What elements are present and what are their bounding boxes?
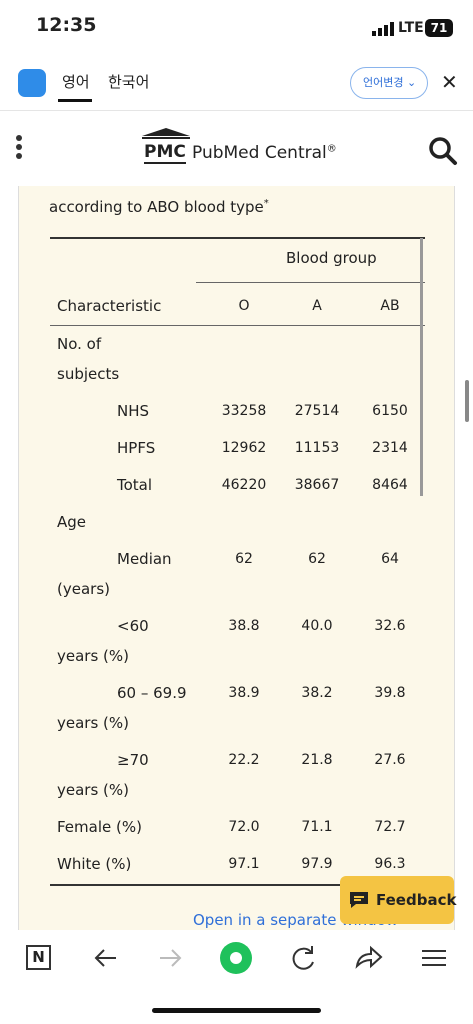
table-cell: 2314 xyxy=(372,440,408,456)
table-cell: 12962 xyxy=(221,440,267,456)
nav-icons xyxy=(94,942,446,974)
table-cell: 62 xyxy=(235,551,253,567)
rule xyxy=(50,237,425,239)
feedback-icon xyxy=(350,892,368,908)
rule xyxy=(196,282,425,283)
row-label-continued: (years) xyxy=(57,580,110,598)
group-header: Blood group xyxy=(286,249,377,267)
row-label-continued: years (%) xyxy=(57,714,130,732)
column-header: A xyxy=(312,298,322,314)
status-time: 12:35 xyxy=(36,14,97,36)
brand: PubMed Central® xyxy=(192,143,337,163)
table-cell: 96.3 xyxy=(374,856,406,872)
pmc-logo: PMC xyxy=(144,142,186,164)
brand-name: PubMed Central xyxy=(192,143,327,163)
table-cell: 27514 xyxy=(294,403,340,419)
table-cell: 39.8 xyxy=(374,685,406,701)
row-label: HPFS xyxy=(117,439,156,457)
row-label: Total xyxy=(117,476,153,494)
table-caption: according to ABO blood type* xyxy=(49,198,269,216)
table-cell: 27.6 xyxy=(374,752,406,768)
row-label-continued: years (%) xyxy=(57,781,130,799)
table-cell: 8464 xyxy=(372,477,408,493)
table-cell: 40.0 xyxy=(301,618,333,634)
footnote-mark: * xyxy=(263,198,269,209)
row-label-continued: subjects xyxy=(57,365,120,383)
caption-text: according to ABO blood type xyxy=(49,198,264,216)
table-cell: 97.9 xyxy=(301,856,333,872)
battery: 71 xyxy=(425,19,453,37)
translate-logo xyxy=(18,69,46,97)
rule xyxy=(50,884,425,886)
table-cell: 71.1 xyxy=(301,819,333,835)
row-label: Median xyxy=(117,550,172,568)
table-cell: 6150 xyxy=(372,403,408,419)
row-label: Female (%) xyxy=(57,818,142,836)
table-cell: 21.8 xyxy=(301,752,333,768)
rule xyxy=(50,325,425,326)
table-cell: 32.6 xyxy=(374,618,406,634)
row-label: NHS xyxy=(117,402,150,420)
tab[interactable]: 영어 xyxy=(62,73,90,91)
menu-button[interactable] xyxy=(14,134,24,162)
table-cell: 38.8 xyxy=(228,618,260,634)
table-cell: 72.7 xyxy=(374,819,406,835)
row-label: No. of xyxy=(57,335,102,353)
table: Blood group Characteristic O A AB No. of subje… xyxy=(50,186,425,930)
tab-underline xyxy=(58,99,92,102)
row-label-continued: years (%) xyxy=(57,647,130,665)
column-header: O xyxy=(238,298,250,314)
tab[interactable]: 한국어 xyxy=(108,73,150,91)
table-cell: 33258 xyxy=(221,403,267,419)
language-button[interactable]: 언어변경 ⌄ xyxy=(350,67,428,99)
page-scrollbar xyxy=(465,380,469,422)
feedback-label: Feedback xyxy=(376,891,457,909)
close-button[interactable]: ✕ xyxy=(441,70,458,94)
divider xyxy=(0,110,473,111)
network: LTE xyxy=(398,20,424,36)
language-button-label: 언어변경 xyxy=(363,76,404,89)
table-cell: 22.2 xyxy=(228,752,260,768)
column-header: AB xyxy=(380,298,400,314)
row-label: White (%) xyxy=(57,855,132,873)
row-label: Age xyxy=(57,513,87,531)
signal-icon xyxy=(372,22,394,36)
table-scrollbar xyxy=(420,238,423,496)
registered: ® xyxy=(326,143,337,155)
table-cell: 38.9 xyxy=(228,685,260,701)
pmc-roof xyxy=(142,128,190,139)
search-button[interactable] xyxy=(428,136,458,166)
table-cell: 72.0 xyxy=(228,819,260,835)
article-content: according to ABO blood type* Blood group… xyxy=(18,186,455,930)
table-cell: 46220 xyxy=(221,477,267,493)
table-cell: 97.1 xyxy=(228,856,260,872)
row-label: ≥70 xyxy=(117,751,149,769)
table-cell: 38667 xyxy=(294,477,340,493)
home-indicator xyxy=(152,1008,321,1013)
table-cell: 64 xyxy=(381,551,399,567)
table-cell: 11153 xyxy=(294,440,340,456)
table-cell: 38.2 xyxy=(301,685,333,701)
row-label: <60 xyxy=(117,617,149,635)
nav-logo[interactable]: N xyxy=(26,945,51,970)
row-label: 60 – 69.9 xyxy=(117,684,187,702)
column-header: Characteristic xyxy=(57,297,162,315)
table-cell: 62 xyxy=(308,551,326,567)
